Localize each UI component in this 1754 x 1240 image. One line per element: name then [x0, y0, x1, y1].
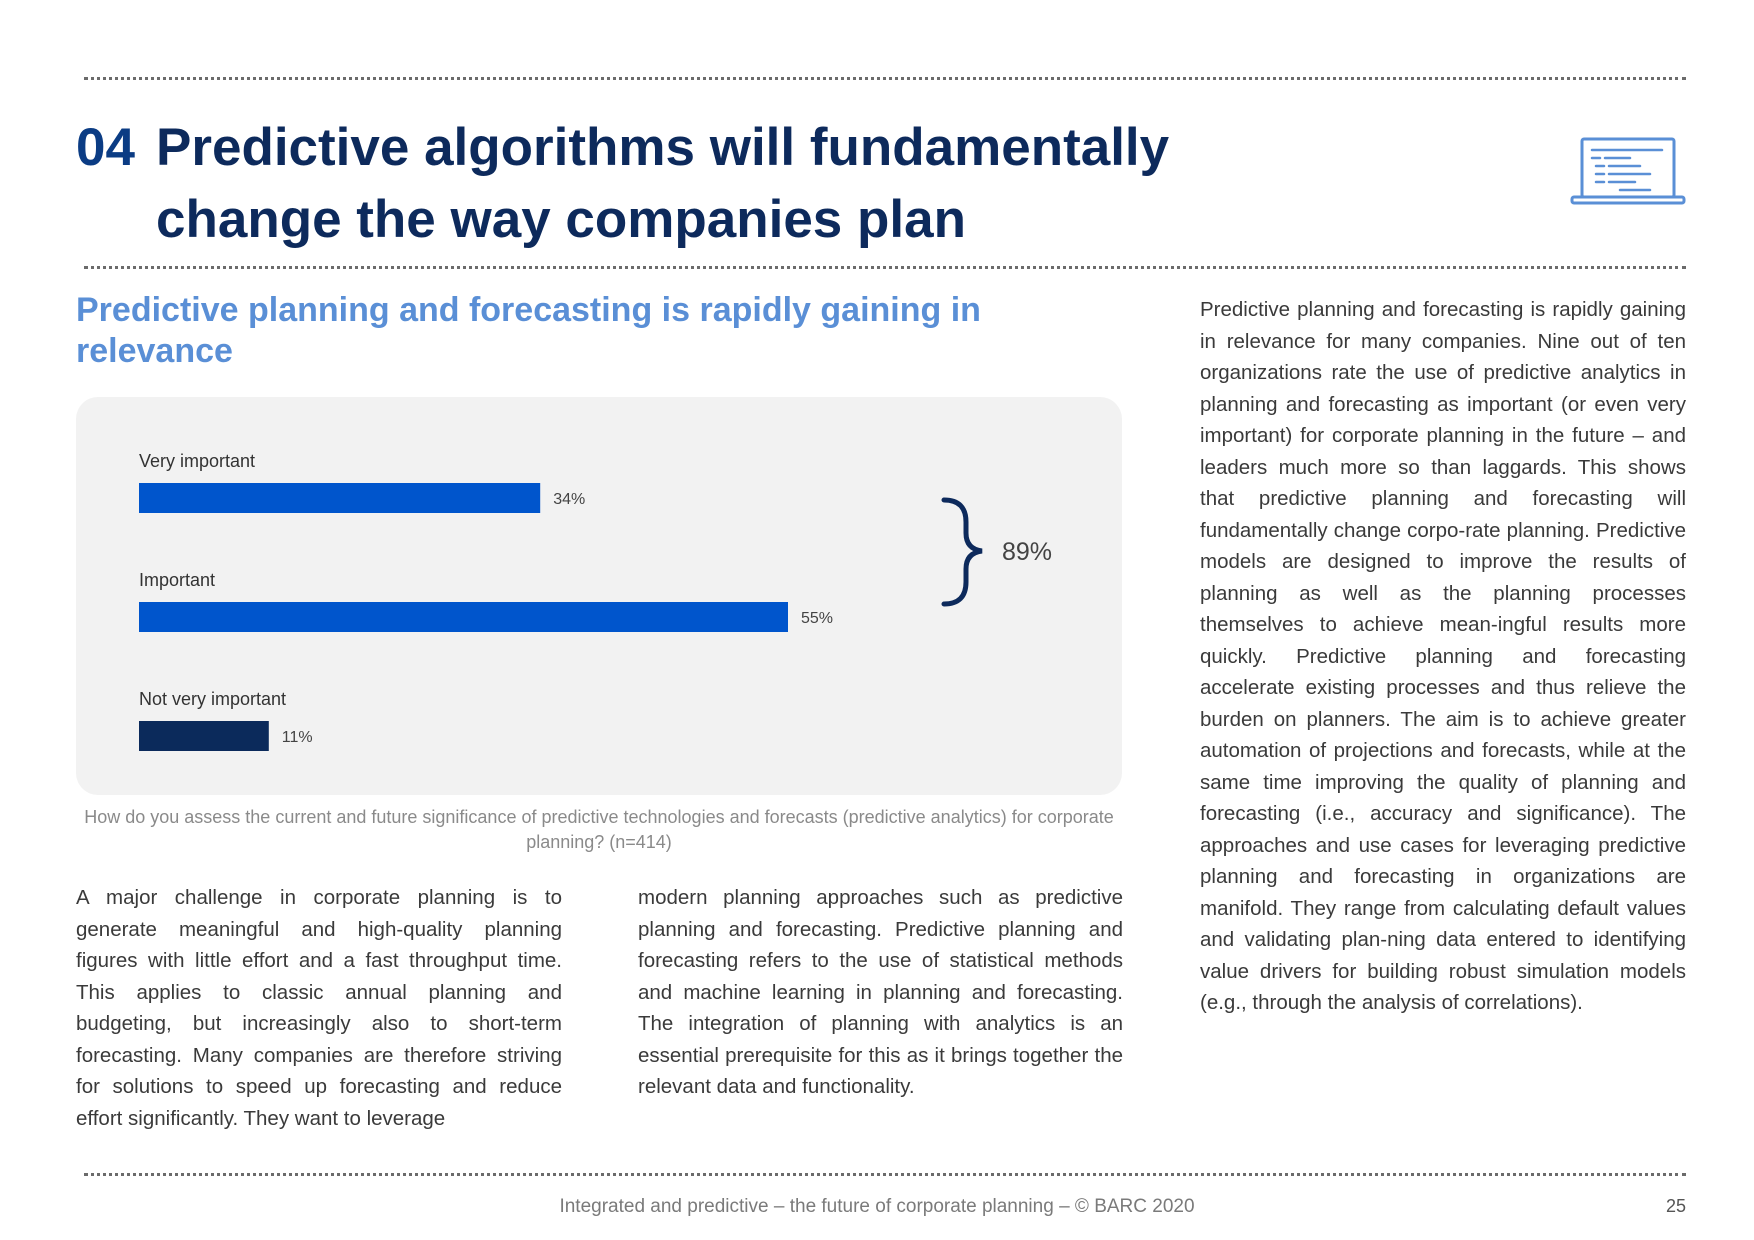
chart-panel: Very important 34% Important 55% Not very im… — [76, 397, 1122, 795]
section-title-line-1: Predictive algorithms will fundamentally — [156, 118, 1170, 177]
category-label-important: Important — [139, 570, 215, 590]
bar-important — [139, 602, 788, 632]
value-label-very-important: 34% — [553, 491, 585, 508]
bar-chart: Very important 34% Important 55% Not very im… — [139, 451, 1052, 751]
group-brace — [941, 497, 983, 607]
chart-heading: Predictive planning and forecasting is r… — [76, 291, 981, 370]
body-left-column: A major challenge in corporate planning … — [76, 882, 562, 1134]
section-title-line-2: change the way companies plan — [156, 190, 966, 249]
laptop-icon — [1570, 137, 1686, 205]
footer-divider — [84, 1173, 1686, 1176]
body-middle-text: modern planning approaches such as predi… — [638, 886, 1123, 1098]
page-number: 25 — [1665, 1196, 1686, 1216]
chart-caption: How do you assess the current and future… — [84, 807, 1114, 852]
body-right-text: Predictive planning and forecasting is r… — [1200, 298, 1686, 1014]
body-left-text: A major challenge in corporate planning … — [76, 886, 562, 1130]
section-number: 04 — [76, 118, 135, 177]
category-label-not-very-important: Not very important — [139, 689, 286, 709]
footer-text: Integrated and predictive – the future o… — [559, 1196, 1195, 1217]
category-label-very-important: Very important — [139, 451, 255, 471]
body-middle-column: modern planning approaches such as predi… — [638, 882, 1123, 1103]
top-divider — [84, 77, 1686, 80]
bar-not-very-important — [139, 721, 269, 751]
value-label-important: 55% — [801, 610, 833, 627]
group-total-label: 89% — [1002, 538, 1052, 566]
value-label-not-very-important: 11% — [282, 729, 313, 746]
heading-divider — [84, 266, 1686, 269]
body-right-column: Predictive planning and forecasting is r… — [1200, 294, 1686, 1019]
bar-very-important — [139, 483, 541, 513]
section-title: Predictive algorithms will fundamentally… — [156, 112, 1169, 256]
